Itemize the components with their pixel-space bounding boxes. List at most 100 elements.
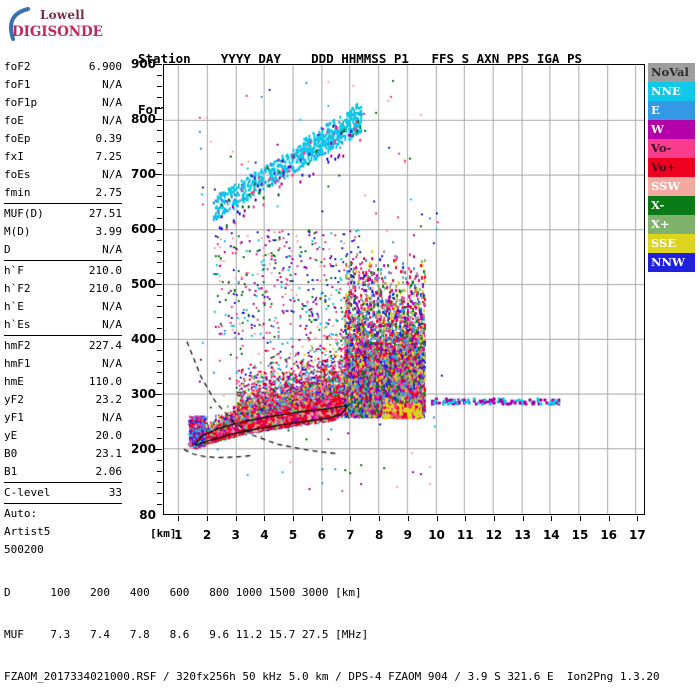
x-axis-label-2: 2 (202, 528, 212, 542)
x-axis-tick (293, 516, 295, 521)
param-name: MUF(D) (4, 207, 44, 220)
y-axis-label-900: 900 (130, 57, 156, 71)
x-axis-label-9: 9 (403, 528, 413, 542)
param-row-yf2: yF2 23.2 (4, 391, 122, 409)
polarization-legend[interactable]: NoVal NNE E W Vo- Vo+ SSW X- X+ SSE NNW (648, 63, 695, 272)
param-row-hmf2: hmF2 227.4 (4, 337, 122, 355)
legend-item-e[interactable]: E (648, 101, 695, 120)
param-value: N/A (102, 168, 122, 181)
param-group-divider (4, 482, 122, 483)
param-value: 23.2 (95, 393, 123, 406)
x-axis-label-5: 5 (288, 528, 298, 542)
legend-item-nne[interactable]: NNE (648, 82, 695, 101)
param-row-fmin: fmin 2.75 (4, 184, 122, 202)
param-value: 0.39 (95, 132, 123, 145)
param-row-b0: B0 23.1 (4, 445, 122, 463)
x-axis-tick (207, 516, 209, 521)
param-value: 2.06 (95, 465, 123, 478)
ionogram-plot[interactable] (163, 64, 645, 515)
y-axis-tick (157, 438, 162, 439)
y-axis-tick (153, 449, 162, 450)
legend-item-vo[interactable]: Vo+ (648, 158, 695, 177)
param-name: hmF1 (4, 357, 31, 370)
x-axis-tick (379, 516, 381, 521)
param-value: 3.99 (95, 225, 123, 238)
param-value: 23.1 (95, 447, 123, 460)
param-name: fxI (4, 150, 24, 163)
legend-item-ssw[interactable]: SSW (648, 177, 695, 196)
y-axis-tick (157, 295, 162, 296)
y-axis-tick (157, 317, 162, 318)
x-axis-tick (493, 516, 495, 521)
y-axis-tick (157, 493, 162, 494)
x-axis-label-8: 8 (374, 528, 384, 542)
legend-item-vo[interactable]: Vo- (648, 139, 695, 158)
param-value: N/A (102, 411, 122, 424)
param-row-foep: foEp 0.39 (4, 130, 122, 148)
x-axis-tick (235, 516, 237, 521)
auto-line-0: Auto: (4, 507, 38, 520)
y-axis-tick (157, 196, 162, 197)
param-name: D (4, 243, 11, 256)
y-axis-tick (153, 339, 162, 340)
param-group-divider (4, 335, 122, 336)
param-value: N/A (102, 114, 122, 127)
param-row-hme: hmE 110.0 (4, 373, 122, 391)
y-axis-tick (157, 108, 162, 109)
param-name: h`F (4, 264, 24, 277)
station-header-labels: Station YYYY DAY DDD HHMMSS P1 FFS S AXN… (138, 51, 583, 66)
x-axis-tick (350, 516, 352, 521)
y-axis-tick (157, 273, 162, 274)
y-axis-tick (157, 218, 162, 219)
param-name: foF2 (4, 60, 31, 73)
legend-item-noval[interactable]: NoVal (648, 63, 695, 82)
legend-item-sse[interactable]: SSE (648, 234, 695, 253)
x-axis-label-10: 10 (428, 528, 445, 542)
logo-digisonde-text: DIGISONDE (12, 24, 103, 40)
y-axis-tick (157, 152, 162, 153)
param-row-b1: B1 2.06 (4, 463, 122, 481)
param-name: hmE (4, 375, 24, 388)
param-value: N/A (102, 300, 122, 313)
param-value: 6.900 (88, 60, 122, 73)
y-axis-tick (153, 229, 162, 230)
x-axis-tick (321, 516, 323, 521)
x-axis-label-1: 1 (174, 528, 183, 542)
legend-item-x[interactable]: X+ (648, 215, 695, 234)
lowell-digisonde-logo: Lowell DIGISONDE (6, 6, 118, 46)
param-row-d: D N/A (4, 241, 122, 259)
param-row-foe: foE N/A (4, 112, 122, 130)
y-axis-tick (157, 130, 162, 131)
param-name: C-level (4, 486, 51, 499)
legend-item-nnw[interactable]: NNW (648, 253, 695, 272)
param-row-hmf1: hmF1 N/A (4, 355, 122, 373)
param-value: 7.25 (95, 150, 123, 163)
y-axis-tick (157, 460, 162, 461)
x-axis-tick (608, 516, 610, 521)
x-axis-label-14: 14 (542, 528, 560, 542)
param-value: 20.0 (95, 429, 123, 442)
legend-item-w[interactable]: W (648, 120, 695, 139)
param-name: h`Es (4, 318, 31, 331)
param-row-fof2: foF2 6.900 (4, 58, 122, 76)
param-row-fof1: foF1 N/A (4, 76, 122, 94)
x-axis-label-12: 12 (485, 528, 503, 542)
y-axis-tick (153, 394, 162, 395)
param-name: foF1 (4, 78, 31, 91)
legend-item-x[interactable]: X- (648, 196, 695, 215)
param-row-hf: h`F 210.0 (4, 262, 122, 280)
y-axis-tick (153, 174, 162, 175)
param-row-foes: foEs N/A (4, 166, 122, 184)
y-axis-label-200: 200 (130, 442, 156, 456)
param-name: yF2 (4, 393, 24, 406)
y-axis-label-300: 300 (130, 387, 156, 401)
param-value: N/A (102, 357, 122, 370)
y-axis-tick (153, 119, 162, 120)
param-row-md: M(D) 3.99 (4, 223, 122, 241)
source-file-row: FZAOM_2017334021000.RSF / 320fx256h 50 k… (4, 670, 660, 683)
param-name: foEp (4, 132, 31, 145)
param-name: fmin (4, 186, 31, 199)
y-axis-tick (153, 284, 162, 285)
param-name: B1 (4, 465, 18, 478)
x-axis: 1 2 3 4 5 6 7 8 9 10 11 12 13 14 15 16 17 (163, 516, 647, 546)
